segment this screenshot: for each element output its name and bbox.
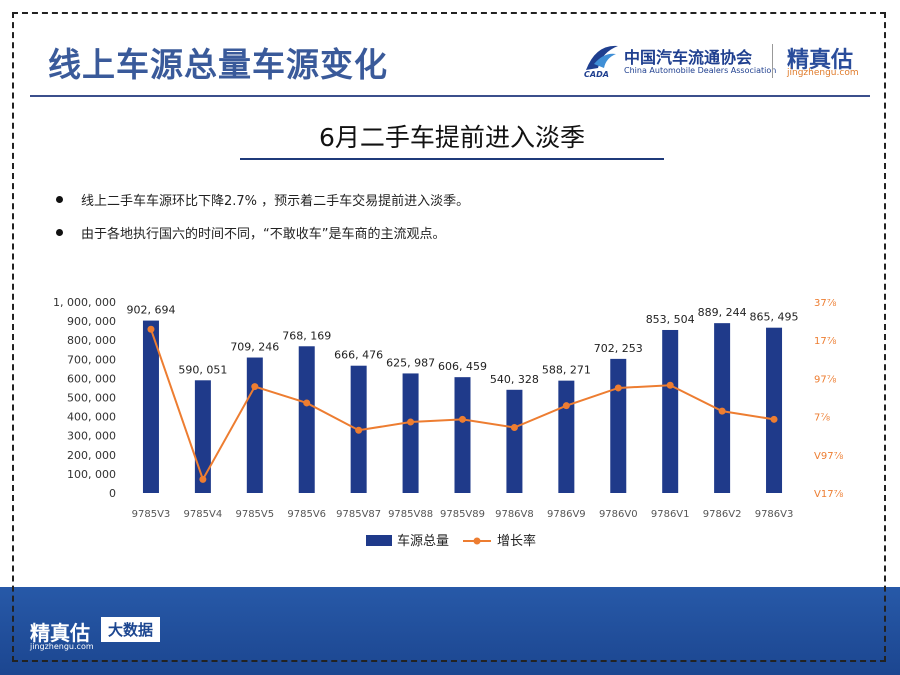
footer-brand-cn: 精真估	[30, 621, 90, 645]
x-tick-label: 9785V87	[336, 509, 381, 520]
x-tick-label: 9786V2	[703, 509, 742, 520]
bullet-list: 线上二手车车源环比下降2.7% ，预示着二手车交易提前进入淡季。 由于各地执行国…	[56, 190, 469, 256]
bar-value-label: 702, 253	[594, 342, 643, 355]
bullet-text: 线上二手车车源环比下降2.7% ，预示着二手车交易提前进入淡季。	[81, 194, 470, 209]
y-right-tick-label: 97⅞	[814, 374, 837, 385]
y-left-tick-label: 500, 000	[67, 392, 116, 405]
brand-logo-cn: 精真估	[787, 48, 854, 73]
legend-label-line: 增长率	[497, 533, 536, 549]
x-tick-label: 9786V9	[547, 509, 586, 520]
bullet-item: 由于各地执行国六的时间不同，“不敢收车”是车商的主流观点。	[56, 223, 469, 242]
bar	[558, 380, 575, 493]
growth-point	[718, 407, 726, 415]
bar	[610, 358, 627, 493]
y-right-tick-label: 37⅞	[814, 298, 837, 309]
footer-brand-en: jingzhengu.com	[30, 642, 94, 651]
subtitle-underline	[240, 158, 664, 160]
logo-divider	[772, 44, 773, 78]
y-right-tick-label: 7⅞	[814, 413, 830, 424]
y-left-tick-label: 200, 000	[67, 449, 116, 462]
growth-point	[459, 415, 466, 423]
bullet-item: 线上二手车车源环比下降2.7% ，预示着二手车交易提前进入淡季。	[56, 190, 469, 209]
bar	[662, 329, 679, 493]
page-title: 线上车源总量车源变化	[48, 45, 388, 84]
y-right-tick-label: 17⅞	[814, 336, 837, 347]
y-left-tick-label: 300, 000	[67, 430, 116, 443]
footer-badge: 大数据	[101, 617, 161, 642]
bar-value-label: 889, 244	[698, 306, 747, 319]
y-left-tick-label: 900, 000	[67, 315, 116, 328]
cada-name-en: China Automobile Dealers Association	[624, 66, 777, 75]
footer-bar: 精真估 jingzhengu.com 大数据	[0, 587, 900, 675]
growth-point	[510, 424, 518, 432]
bar-value-label: 540, 328	[490, 373, 539, 386]
bar-value-label: 588, 271	[542, 364, 591, 377]
bar-value-label: 768, 169	[282, 329, 331, 342]
growth-point	[614, 384, 622, 392]
growth-point	[562, 402, 570, 410]
legend-label-bar: 车源总量	[397, 533, 449, 549]
bar	[506, 389, 523, 493]
brand-logo-en: jingzhengu.com	[787, 68, 859, 78]
legend-swatch-point	[473, 537, 481, 545]
x-tick-label: 9785V89	[440, 509, 485, 520]
bullet-text: 由于各地执行国六的时间不同，“不敢收车”是车商的主流观点。	[81, 227, 446, 242]
y-left-tick-label: 0	[109, 487, 116, 500]
growth-point	[147, 325, 155, 333]
y-left-tick-label: 100, 000	[67, 468, 116, 481]
y-left-tick-label: 800, 000	[67, 334, 116, 347]
bullet-dot-icon	[56, 196, 63, 203]
bar	[246, 357, 263, 493]
cada-mark-text: CADA	[584, 70, 609, 78]
y-right-tick-label: V97⅞	[814, 451, 844, 462]
x-tick-label: 9785V3	[132, 509, 171, 520]
bar	[402, 373, 419, 493]
header-divider	[30, 95, 870, 97]
y-left-tick-label: 1, 000, 000	[53, 296, 116, 309]
bar	[142, 320, 159, 493]
growth-point	[407, 418, 415, 426]
bar-value-label: 625, 987	[386, 356, 435, 369]
bar-value-label: 709, 246	[230, 341, 279, 354]
growth-point	[666, 381, 674, 389]
y-right-tick-label: V17⅞	[814, 489, 844, 500]
growth-point	[199, 475, 207, 483]
growth-point	[303, 399, 311, 407]
y-left-tick-label: 400, 000	[67, 411, 116, 424]
x-tick-label: 9786V8	[495, 509, 534, 520]
bar-value-label: 902, 694	[126, 304, 175, 317]
x-tick-label: 9785V5	[235, 509, 274, 520]
bullet-dot-icon	[56, 229, 63, 236]
combo-chart: 0 100, 000 200, 000 300, 000 400, 000 500, 00…	[53, 296, 844, 549]
bar-value-label: 606, 459	[438, 360, 487, 373]
bar-value-label: 590, 051	[178, 363, 227, 376]
x-tick-label: 9785V4	[184, 509, 223, 520]
growth-point	[251, 383, 259, 391]
x-tick-label: 9786V3	[755, 509, 794, 520]
slide-subtitle: 6月二手车提前进入淡季	[319, 123, 585, 152]
bar-value-label: 853, 504	[646, 313, 695, 326]
x-tick-label: 9785V88	[388, 509, 433, 520]
y-left-tick-label: 700, 000	[67, 353, 116, 366]
growth-point	[770, 415, 778, 423]
bar	[454, 377, 471, 493]
x-tick-label: 9786V0	[599, 509, 638, 520]
legend-swatch-bar	[366, 535, 392, 546]
bar	[298, 346, 315, 493]
bar-value-label: 666, 476	[334, 349, 383, 362]
growth-point	[355, 426, 363, 434]
cada-name-cn: 中国汽车流通协会	[624, 48, 753, 67]
bar-value-label: 865, 495	[750, 311, 799, 324]
x-tick-label: 9786V1	[651, 509, 690, 520]
bar	[766, 327, 783, 493]
cada-logo-icon: CADA	[584, 45, 618, 78]
x-tick-label: 9785V6	[287, 509, 326, 520]
y-left-tick-label: 600, 000	[67, 372, 116, 385]
